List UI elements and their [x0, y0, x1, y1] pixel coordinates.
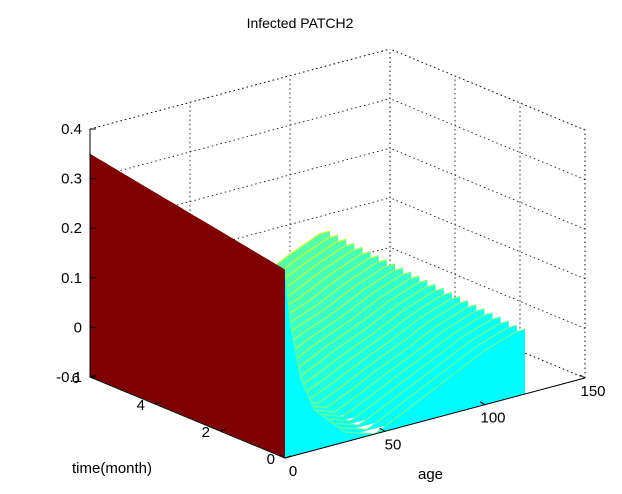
surface-slice	[285, 269, 525, 458]
z-tick-label: -0.1	[56, 369, 82, 386]
y-tick-label: 6	[72, 370, 80, 387]
x-axis-line	[284, 377, 586, 459]
surface	[89, 153, 526, 458]
box-edge	[389, 48, 586, 131]
x-tick-label: 50	[385, 436, 402, 453]
grid-line	[389, 147, 586, 230]
z-axis-ticks: -0.1 0 0.1 0.2 0.3 0.4	[56, 121, 96, 386]
grid-line	[389, 197, 586, 280]
y-axis-ticks: 0 2 4 6	[72, 370, 292, 468]
y-tick-label: 2	[202, 424, 210, 441]
chart-title: Infected PATCH2	[247, 15, 354, 31]
x-tick-mark	[379, 427, 386, 432]
box-edge	[89, 48, 391, 130]
z-tick-label: 0.2	[61, 220, 82, 237]
z-tick-label: 0.1	[61, 270, 82, 287]
axes	[89, 129, 586, 459]
z-tick-label: 0.3	[61, 171, 82, 188]
grid-line	[89, 48, 391, 130]
x-tick-label: 100	[480, 410, 505, 427]
y-tick-mark	[284, 455, 292, 459]
x-tick-mark	[579, 374, 586, 379]
x-tick-label: 150	[580, 383, 605, 400]
x-tick-label: 0	[289, 463, 297, 480]
z-tick-label: 0	[74, 319, 82, 336]
y-tick-label: 4	[137, 397, 145, 414]
grid-line	[389, 247, 586, 329]
z-tick-label: 0.4	[61, 121, 82, 138]
x-tick-mark	[279, 454, 286, 459]
y-tick-mark	[89, 374, 97, 378]
x-tick-mark	[479, 401, 486, 406]
x-axis-label: age	[418, 466, 443, 483]
surface-curve	[284, 269, 526, 435]
x-axis-ticks: 0 50 100 150	[279, 374, 606, 480]
y-tick-label: 0	[267, 451, 275, 468]
y-tick-mark	[154, 401, 162, 405]
grid-line	[89, 98, 391, 179]
grid-line	[389, 98, 586, 180]
y-axis-label: time(month)	[72, 460, 152, 477]
y-axis-line	[89, 376, 286, 459]
surface-front-face	[90, 153, 285, 458]
y-tick-mark	[219, 428, 227, 432]
